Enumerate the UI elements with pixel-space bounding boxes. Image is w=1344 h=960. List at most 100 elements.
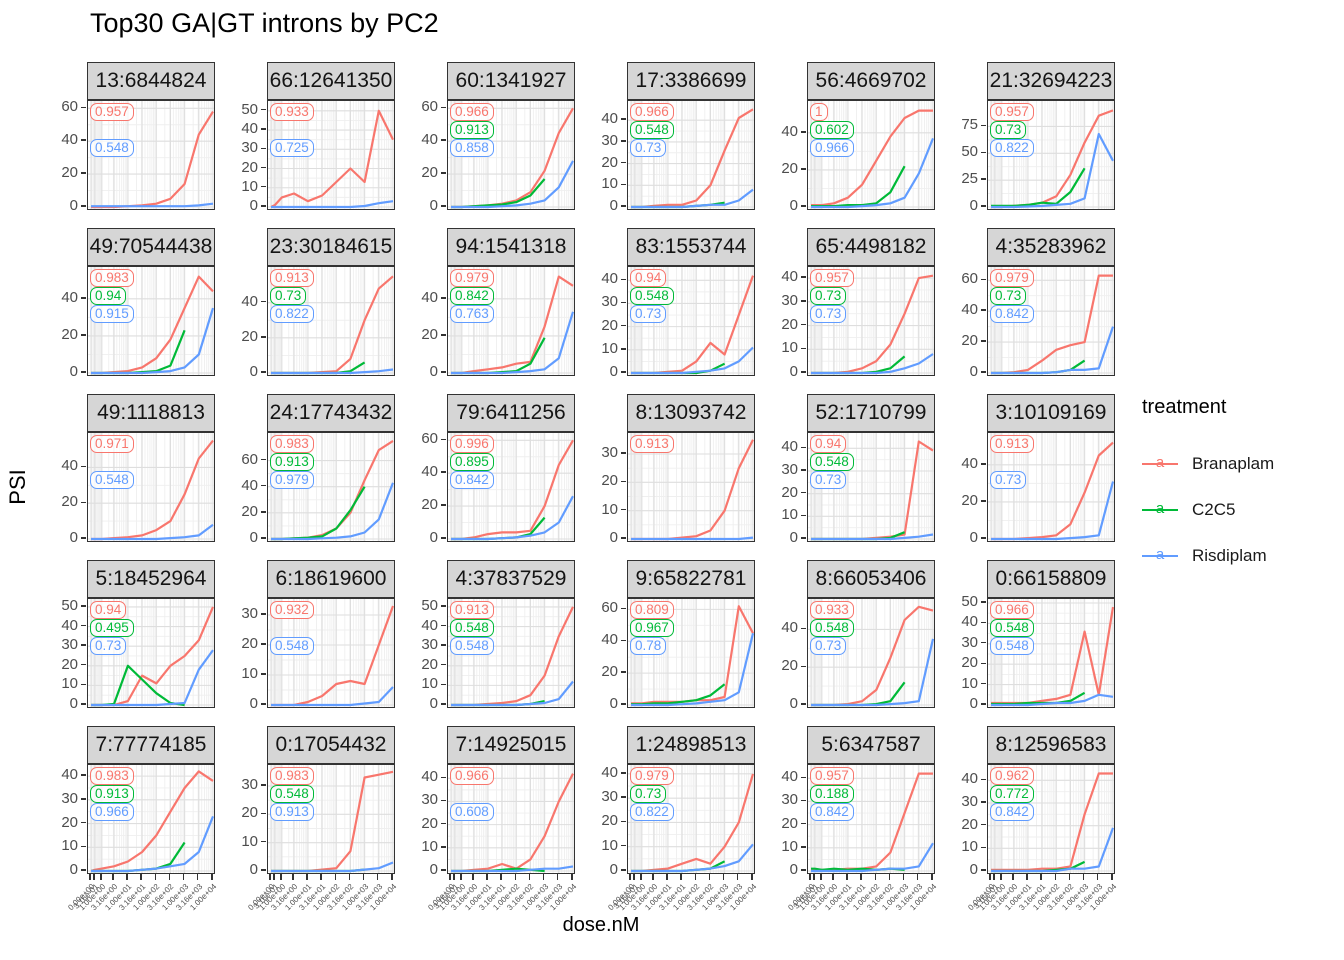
panel-plot: 0.957 0.73 0.73 [807, 266, 935, 376]
y-tick-label: 60 [601, 599, 618, 617]
y-tick-mark [441, 537, 446, 539]
y-tick-mark [621, 820, 626, 823]
y-tick-label: 0 [969, 529, 978, 546]
panel-plot: 0.94 0.548 0.73 [807, 432, 935, 542]
x-tick-mark [1068, 874, 1071, 880]
y-tick-label: 0 [789, 363, 798, 380]
cor-label-branaplam: 0.913 [450, 601, 494, 619]
facet-strip: 65:4498182 [807, 228, 935, 266]
y-tick-mark [81, 371, 86, 373]
y-tick-mark [621, 183, 626, 185]
y-tick-mark [981, 340, 986, 342]
y-tick-label: 20 [601, 812, 618, 830]
cor-label-risdiplam: 0.966 [90, 803, 134, 821]
y-axis-title: PSI [5, 469, 30, 505]
facet-strip-label: 79:6411256 [456, 401, 566, 424]
facet-strip-label: 56:4669702 [815, 69, 927, 92]
y-tick-mark [801, 371, 806, 373]
y-tick-mark [621, 796, 626, 798]
y-tick-mark [441, 664, 446, 666]
x-tick-mark [1012, 874, 1014, 880]
y-tick-mark [801, 514, 806, 517]
risdiplam-line [631, 346, 754, 375]
x-tick-mark [652, 874, 654, 880]
y-tick-mark [261, 186, 266, 188]
branaplam-line [90, 770, 214, 873]
y-tick-label: 10 [601, 339, 618, 357]
facet-strip-label: 5:18452964 [95, 567, 207, 590]
facet-strip-label: 9:65822781 [635, 567, 747, 590]
y-tick-label: 30 [421, 791, 438, 809]
cor-label-c2c5: 0.772 [990, 785, 1034, 803]
y-tick-label: 30 [601, 293, 618, 311]
x-tick-mark [472, 874, 474, 880]
cor-label-risdiplam: 0.78 [630, 637, 667, 655]
y-tick-label: 40 [781, 438, 798, 456]
x-tick-mark [391, 874, 393, 880]
cor-label-branaplam: 0.996 [450, 435, 494, 453]
legend-item-c2c5: a C2C5 [1142, 498, 1235, 522]
y-tick-mark [981, 178, 986, 180]
facet-strip: 3:10109169 [987, 394, 1115, 432]
y-tick-label: 10 [781, 506, 798, 524]
facet-strip-label: 23:30184615 [269, 235, 393, 258]
facet-strip-label: 3:10109169 [995, 401, 1107, 424]
panel-plot: 0.913 0.73 [987, 432, 1115, 542]
y-tick-label: 20 [781, 315, 798, 333]
x-tick-mark [633, 874, 635, 880]
x-tick-mark [629, 874, 631, 880]
y-tick-label: 20 [781, 159, 798, 177]
y-tick-mark [441, 471, 446, 473]
y-tick-mark [981, 662, 986, 664]
facet-strip: 7:14925015 [447, 726, 575, 764]
y-tick-mark [261, 613, 266, 615]
y-tick-mark [441, 683, 446, 686]
y-tick-label: 10 [241, 665, 258, 682]
x-tick-mark [269, 874, 271, 880]
cor-label-c2c5: 0.548 [810, 619, 854, 637]
y-tick-label: 20 [61, 493, 78, 511]
risdiplam-line [991, 827, 1114, 873]
panel-plot: 1 0.602 0.966 [807, 100, 935, 210]
risdiplam-line [631, 843, 754, 873]
cor-label-branaplam: 0.983 [270, 435, 314, 453]
cor-label-risdiplam: 0.858 [450, 139, 494, 157]
x-tick-mark [993, 874, 995, 880]
risdiplam-line [451, 311, 574, 375]
cor-label-c2c5: 0.548 [450, 619, 494, 637]
y-tick-mark [261, 511, 266, 513]
y-tick-label: 40 [961, 613, 978, 631]
cor-label-risdiplam: 0.73 [810, 637, 847, 655]
x-tick-mark [168, 874, 171, 880]
risdiplam-line [451, 680, 574, 707]
y-tick-mark [261, 166, 266, 169]
cor-label-branaplam: 0.979 [630, 767, 674, 785]
cor-label-risdiplam: 0.822 [270, 305, 314, 323]
y-tick-mark [81, 845, 86, 847]
cor-label-branaplam: 0.957 [810, 269, 854, 287]
x-tick-mark [680, 874, 682, 880]
y-tick-label: 0 [789, 197, 798, 214]
panel-plot: 0.94 0.495 0.73 [87, 598, 215, 708]
y-tick-mark [621, 869, 626, 871]
y-tick-mark [261, 784, 266, 786]
y-tick-mark [801, 131, 806, 133]
y-tick-mark [441, 438, 446, 440]
risdiplam-line [271, 200, 394, 209]
panel-plot: 0.983 0.913 0.979 [267, 432, 395, 542]
facet-strip-label: 8:66053406 [815, 567, 927, 590]
cor-label-c2c5: 0.548 [990, 619, 1034, 637]
panel-plot: 0.913 0.73 0.822 [267, 266, 395, 376]
facet-strip: 7:77774185 [87, 726, 215, 764]
y-tick-mark [621, 161, 626, 164]
y-tick-label: 30 [781, 291, 798, 309]
y-tick-mark [81, 205, 86, 207]
y-tick-mark [441, 776, 446, 778]
y-tick-label: 40 [421, 768, 438, 786]
x-tick-mark [846, 874, 848, 880]
y-tick-mark [441, 703, 446, 705]
y-tick-label: 10 [601, 836, 618, 854]
cor-label-risdiplam: 0.73 [90, 637, 127, 655]
y-tick-label: 10 [601, 500, 618, 518]
y-tick-mark [441, 205, 446, 207]
